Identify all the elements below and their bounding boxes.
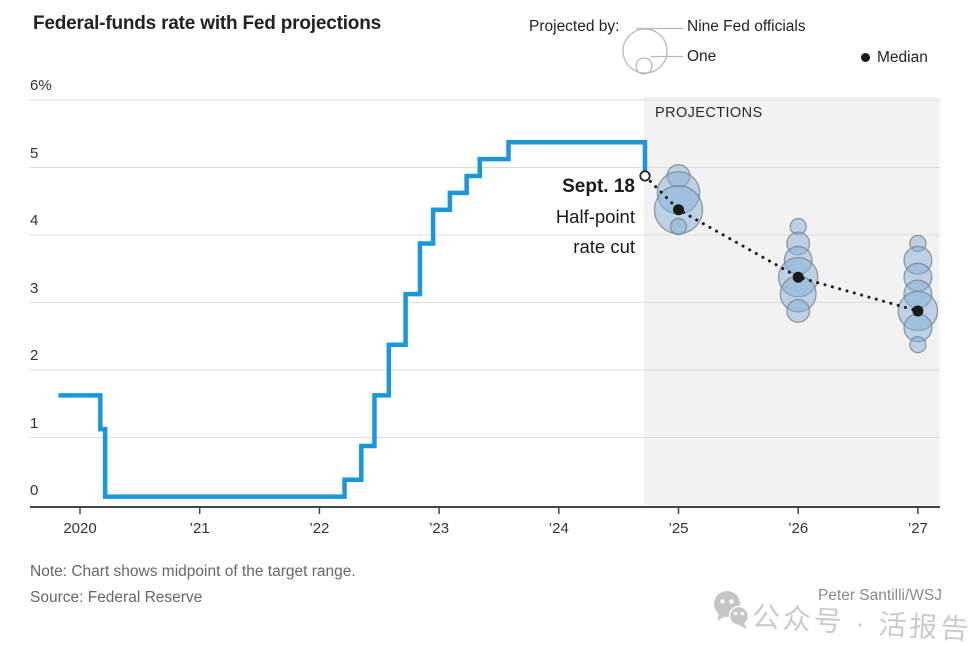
projection-bubble (909, 336, 927, 354)
rate-line (58, 139, 648, 499)
y-tick-label: 2 (30, 347, 39, 364)
annotation-line1: Half-point (555, 206, 635, 227)
annotation-date: Sept. 18 (562, 176, 635, 197)
projections-band-label: PROJECTIONS (655, 105, 763, 121)
x-tick-label: ’21 (189, 520, 210, 537)
median-dotted-line (643, 174, 920, 313)
y-tick-label: 0 (30, 482, 39, 499)
legend-median-dot-icon (861, 53, 870, 62)
legend-nine-officials-label: Nine Fed officials (687, 18, 806, 35)
chart-note: Note: Chart shows midpoint of the target… (30, 563, 356, 580)
x-tick-label: ’23 (429, 520, 450, 537)
rate-cut-marker (639, 170, 651, 182)
legend-median-label: Median (877, 49, 928, 66)
x-tick-label: ’25 (668, 520, 689, 537)
legend-large-circle-icon (622, 28, 668, 74)
page-title: Federal-funds rate with Fed projections (33, 13, 381, 34)
median-dot (673, 204, 684, 216)
x-tick-label: ’27 (907, 520, 928, 537)
legend-bubble-size-icon (622, 27, 683, 75)
x-tick-label: 2020 (63, 520, 97, 537)
rate-cut-annotation: Sept. 18 Half-point rate cut (420, 172, 635, 262)
annotation-line2: rate cut (573, 236, 635, 257)
x-tick-label: ’24 (548, 520, 569, 537)
y-tick-label: 3 (30, 279, 39, 297)
x-tick-label: ’26 (788, 520, 809, 537)
legend-one-official-label: One (687, 48, 717, 65)
projection-bubble (786, 298, 811, 323)
x-tick-label: ’22 (309, 520, 330, 537)
legend-projected-by-label: Projected by: (529, 18, 620, 35)
y-tick-label: 1 (30, 414, 39, 432)
y-tick-label: 5 (30, 144, 39, 162)
y-tick-label: 6% (30, 77, 52, 94)
chart-source: Source: Federal Reserve (30, 589, 203, 606)
legend-small-circle-icon (635, 57, 653, 75)
wechat-icon (714, 591, 750, 629)
median-dot (792, 271, 804, 283)
projection-bubble (669, 217, 688, 236)
chart-credit: Peter Santilli/WSJ (817, 587, 942, 604)
y-tick-label: 4 (30, 212, 39, 229)
median-dot (912, 305, 924, 317)
